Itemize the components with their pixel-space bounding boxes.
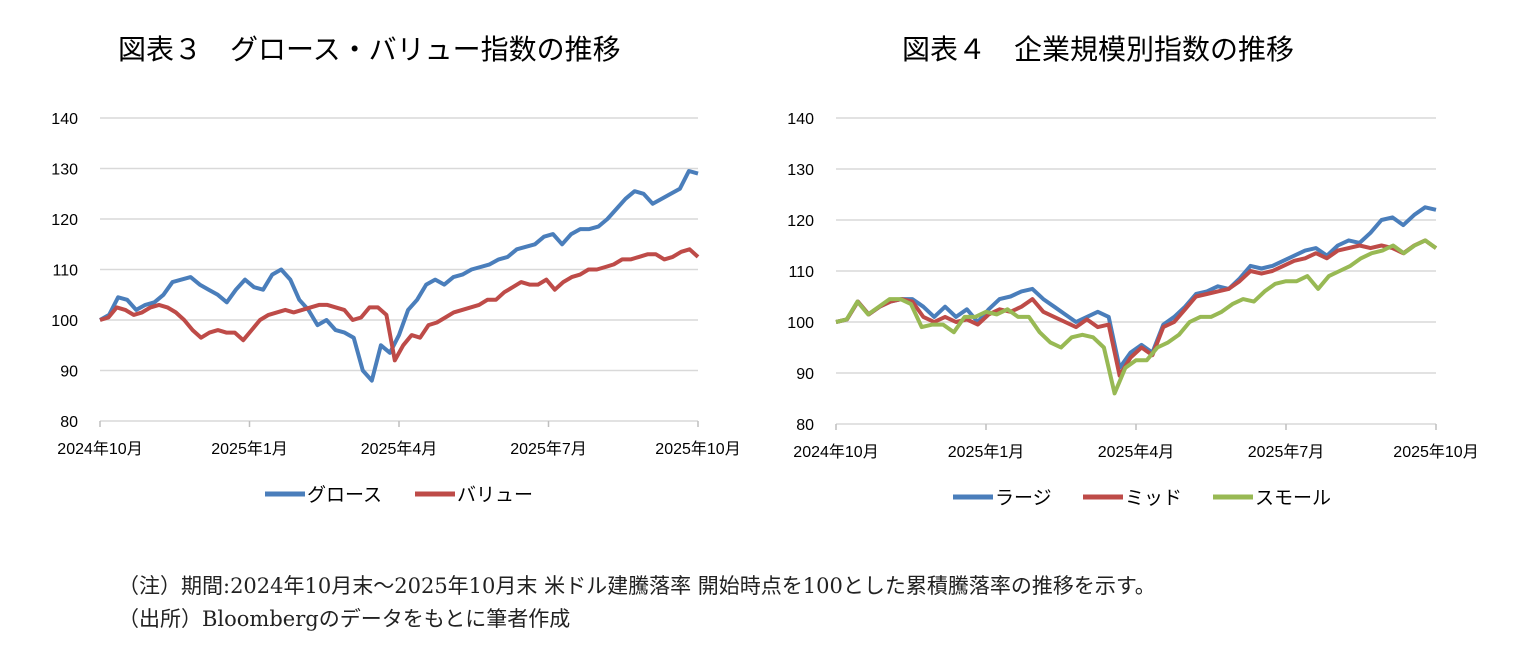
note-source: （出所）Bloombergのデータをもとに筆者作成	[118, 607, 571, 631]
chart-title-growth-value: 図表３ グロース・バリュー指数の推移	[118, 33, 621, 66]
y-tick-label: 130	[787, 162, 814, 179]
y-tick-label: 110	[788, 264, 814, 281]
x-tick-label: 2025年1月	[948, 443, 1025, 461]
series-line-バリュー	[99, 247, 700, 363]
legend-label: バリュー	[457, 484, 533, 506]
y-tick-label: 80	[60, 414, 78, 431]
y-tick-label: 140	[787, 111, 814, 128]
x-tick-label: 2025年4月	[361, 440, 438, 458]
x-tick-label: 2024年10月	[57, 440, 142, 458]
x-tick-label: 2025年7月	[510, 440, 587, 458]
x-tick-label: 2025年10月	[1393, 443, 1478, 461]
legend-label: グロース	[307, 484, 382, 506]
y-tick-label: 130	[51, 162, 78, 179]
legend-label: スモール	[1255, 487, 1331, 509]
y-tick-label: 120	[51, 212, 78, 229]
series-line-ラージ	[835, 205, 1437, 370]
series-line-グロース	[99, 169, 699, 383]
note-period: （注）期間:2024年10月末～2025年10月末 米ドル建騰落率 開始時点を1…	[118, 574, 1156, 598]
x-tick-label: 2025年1月	[211, 440, 288, 458]
y-tick-label: 100	[51, 313, 78, 330]
x-tick-label: 2025年4月	[1098, 443, 1175, 461]
y-tick-label: 90	[796, 366, 814, 383]
legend-label: ミッド	[1125, 487, 1182, 509]
y-tick-label: 120	[787, 213, 814, 230]
x-tick-label: 2025年10月	[655, 440, 740, 458]
x-tick-label: 2024年10月	[793, 443, 878, 461]
series-line-ミッド	[835, 238, 1438, 378]
y-tick-label: 140	[51, 111, 78, 128]
y-tick-label: 110	[52, 263, 78, 280]
y-tick-label: 100	[787, 315, 814, 332]
y-tick-label: 90	[60, 364, 78, 381]
x-tick-label: 2025年7月	[1248, 443, 1325, 461]
legend-label: ラージ	[995, 487, 1052, 509]
y-tick-label: 80	[796, 417, 814, 434]
chart-title-size: 図表４ 企業規模別指数の推移	[902, 33, 1295, 66]
series-line-スモール	[835, 238, 1438, 396]
